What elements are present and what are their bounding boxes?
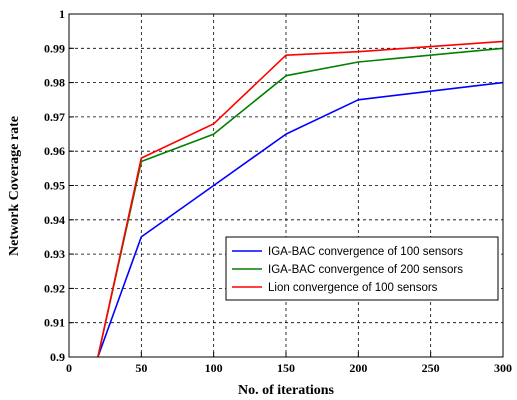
x-tick-label: 200 [349, 361, 367, 375]
grid [69, 14, 503, 357]
legend-label: Lion convergence of 100 sensors [268, 282, 438, 294]
x-axis-label: No. of iterations [238, 383, 335, 398]
series-line-iga-bac-convergence-of-100-sensors [97, 81, 504, 358]
tick-layer: 0 50 100 150 200 250 300 0.9 0.91 0.92 0.93 0.94 0.9… [44, 7, 512, 375]
y-tick-label: 0.91 [44, 316, 65, 330]
y-tick-label: 0.92 [44, 281, 65, 295]
series-line-lion-convergence-of-100-sensors [97, 40, 504, 358]
y-tick-label: 0.99 [44, 41, 65, 55]
legend-label: IGA-BAC convergence of 200 sensors [268, 264, 463, 276]
y-tick-label: 0.96 [44, 144, 65, 158]
x-tick-label: 300 [494, 361, 512, 375]
x-tick-label: 150 [277, 361, 295, 375]
y-tick-label: 0.98 [44, 76, 65, 90]
y-axis-label: Network Coverage rate [7, 116, 22, 256]
y-tick-label: 0.94 [44, 213, 65, 227]
y-tick-label: 0.93 [44, 247, 65, 261]
y-tick-label: 0.97 [44, 110, 65, 124]
y-tick-label: 0.95 [44, 179, 65, 193]
x-tick-label: 0 [66, 361, 72, 375]
x-tick-label: 50 [135, 361, 147, 375]
legend-label: IGA-BAC convergence of 100 sensors [268, 246, 463, 258]
series-layer [97, 40, 504, 358]
legend-box [225, 236, 499, 301]
y-tick-label: 0.9 [50, 350, 65, 364]
x-tick-label: 250 [422, 361, 440, 375]
legend: IGA-BAC convergence of 100 sensors IGA-BA… [225, 236, 499, 301]
x-tick-label: 100 [205, 361, 223, 375]
y-tick-label: 1 [59, 7, 65, 21]
